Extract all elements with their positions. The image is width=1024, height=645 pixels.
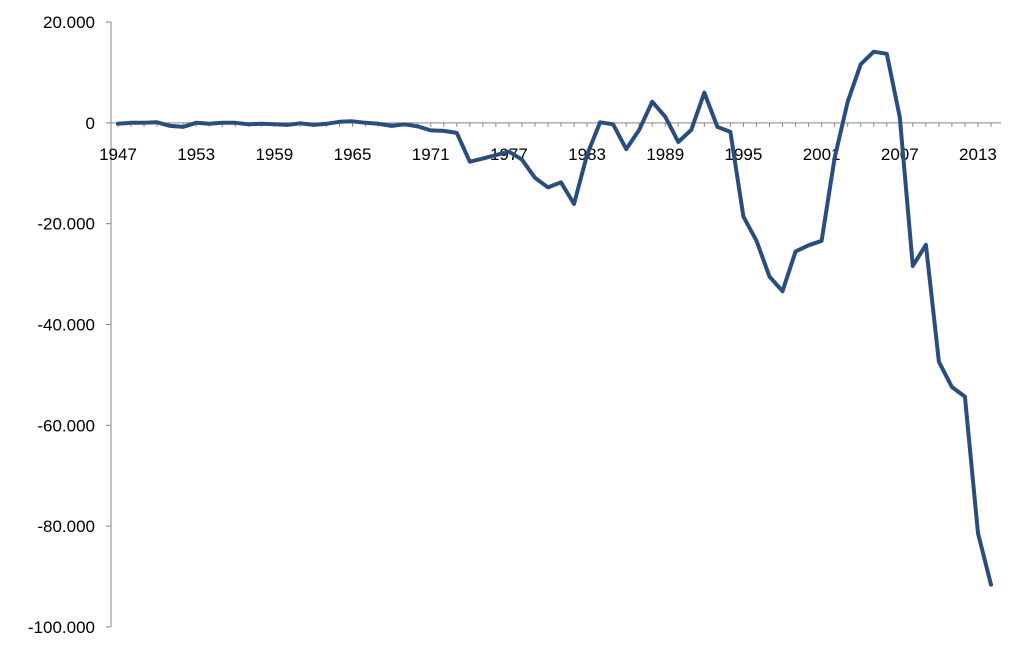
y-tick-label: -20.000 (37, 215, 95, 234)
plot-area (116, 49, 993, 587)
x-tick-label: 2013 (959, 145, 997, 164)
y-tick-label: -100.000 (28, 618, 95, 637)
y-tick-label: -40.000 (37, 316, 95, 335)
x-tick-label: 1989 (646, 145, 684, 164)
x-tick-label: 1953 (177, 145, 215, 164)
y-axis: 20.000 0 -20.000 -40.000 -60.000 -80.000 -100.… (28, 13, 112, 637)
x-tick-label: 1995 (725, 145, 763, 164)
x-tick-label: 2007 (881, 145, 919, 164)
y-tick-label: 0 (86, 114, 95, 133)
x-tick-label: 1971 (412, 145, 450, 164)
y-tick-label: -80.000 (37, 517, 95, 536)
x-tick-label: 1947 (99, 145, 137, 164)
y-tick-label: -60.000 (37, 416, 95, 435)
x-axis: 1947 1953 1959 1965 1971 1977 1983 1989 1995 2001… (99, 122, 1001, 164)
y-tick-label: 20.000 (43, 13, 95, 32)
x-tick-label: 1959 (255, 145, 293, 164)
x-tick-label: 2001 (803, 145, 841, 164)
series-line (116, 49, 993, 587)
x-tick-label: 1965 (334, 145, 372, 164)
